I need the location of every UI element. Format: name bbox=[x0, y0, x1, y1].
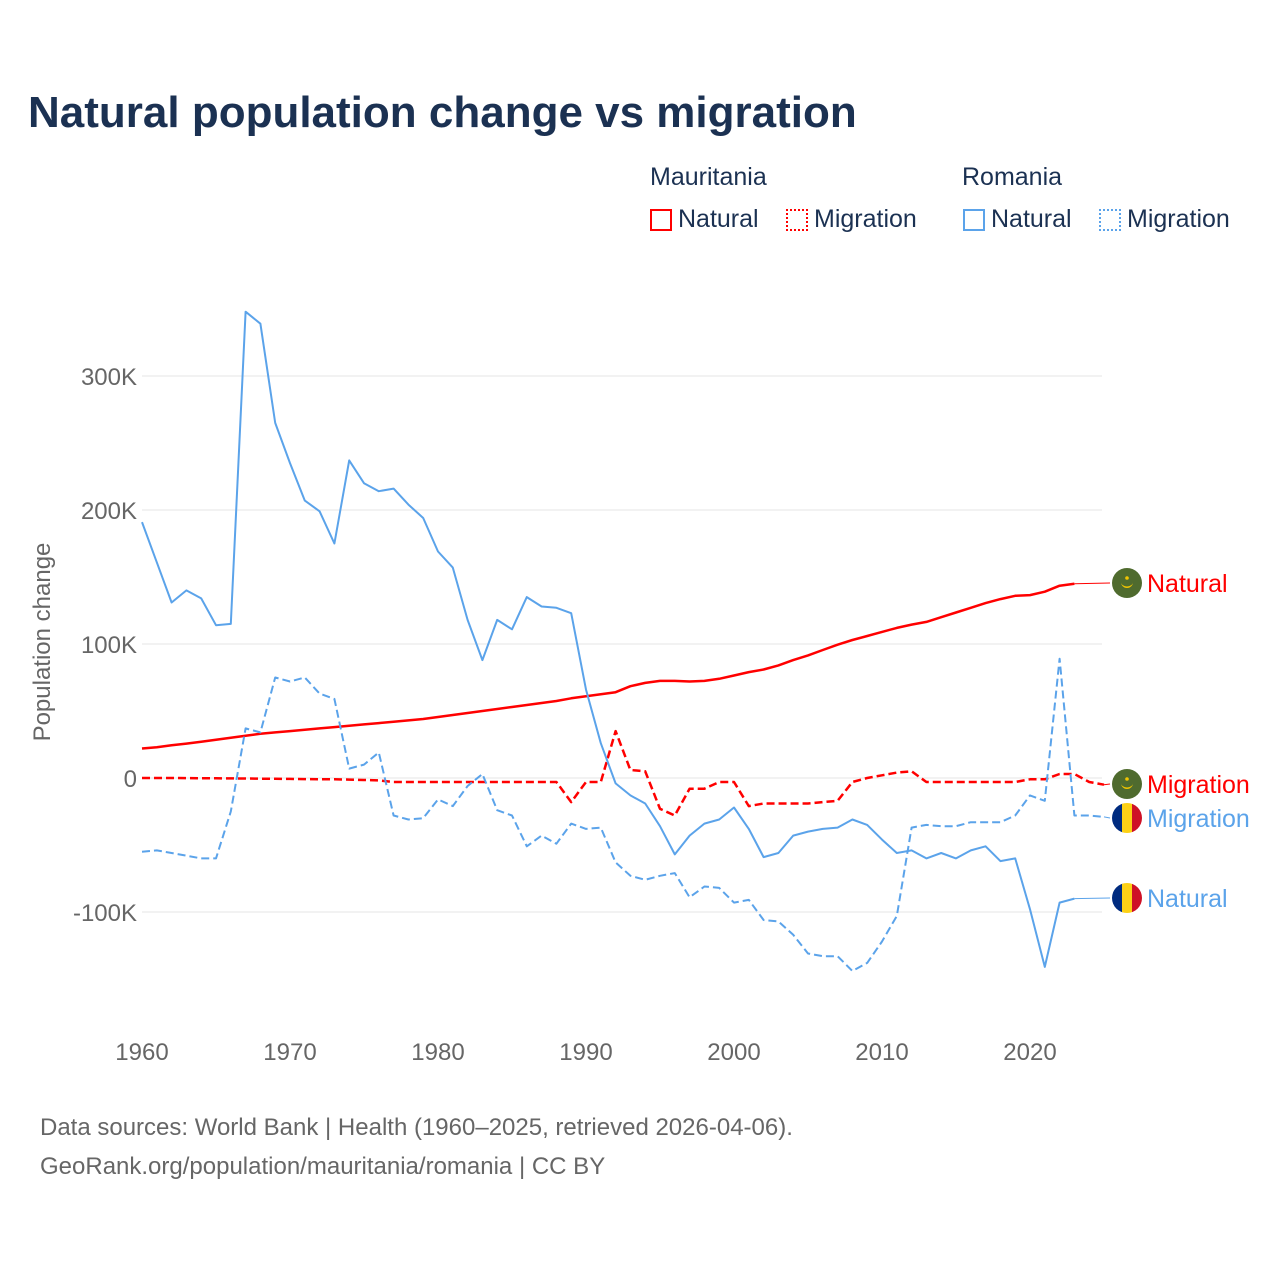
legend-mauritania-migration[interactable]: Migration bbox=[786, 205, 917, 234]
crescent-icon bbox=[1121, 582, 1133, 588]
series-line-mauritania-natural bbox=[141, 582, 1075, 750]
legend-group-romania: Romania bbox=[962, 163, 1063, 191]
end-label-connector bbox=[1103, 783, 1111, 786]
end-label: Natural bbox=[1147, 885, 1228, 913]
source-line-1: Data sources: World Bank | Health (1960–… bbox=[40, 1114, 793, 1141]
x-tick-label: 1960 bbox=[115, 1039, 168, 1066]
mauritania-flag-icon bbox=[1112, 769, 1142, 799]
legend-label: Natural bbox=[678, 205, 759, 233]
legend-romania-natural[interactable]: Natural bbox=[963, 205, 1072, 234]
x-tick-label: 1970 bbox=[263, 1039, 316, 1066]
crescent-icon bbox=[1121, 783, 1133, 789]
y-tick-label: 300K bbox=[81, 364, 137, 391]
legend-swatch-dotted-red bbox=[786, 208, 808, 231]
legend-romania-migration[interactable]: Migration bbox=[1099, 205, 1230, 234]
series-line-mauritania-migration bbox=[142, 729, 1105, 817]
legend-swatch-solid-red bbox=[650, 208, 672, 231]
romania-flag-stripe bbox=[1122, 883, 1133, 913]
x-tick-label: 2000 bbox=[707, 1039, 760, 1066]
romania-flag-stripe bbox=[1132, 803, 1142, 833]
end-label: Migration bbox=[1147, 771, 1250, 799]
star-icon bbox=[1125, 777, 1129, 781]
end-label: Natural bbox=[1147, 570, 1228, 598]
romania-flag-stripe bbox=[1132, 883, 1142, 913]
end-label-connector bbox=[1103, 816, 1111, 819]
mauritania-flag-icon bbox=[1112, 568, 1142, 598]
legend-label: Migration bbox=[814, 205, 917, 233]
x-tick-label: 2010 bbox=[855, 1039, 908, 1066]
legend-group-mauritania: Mauritania bbox=[650, 163, 767, 191]
y-tick-label: -100K bbox=[73, 900, 137, 927]
y-axis-label: Population change bbox=[29, 543, 56, 742]
chart-title: Natural population change vs migration bbox=[28, 88, 857, 137]
end-label-connector bbox=[1074, 897, 1111, 900]
romania-flag-stripe bbox=[1112, 883, 1123, 913]
end-label: Migration bbox=[1147, 805, 1250, 833]
legend-swatch-solid-blue bbox=[963, 208, 985, 231]
x-tick-label: 1980 bbox=[411, 1039, 464, 1066]
romania-flag-stripe bbox=[1112, 803, 1123, 833]
romania-flag-stripe bbox=[1122, 803, 1133, 833]
star-icon bbox=[1125, 576, 1129, 580]
source-line-2: GeoRank.org/population/mauritania/romani… bbox=[40, 1153, 606, 1180]
x-tick-label: 1990 bbox=[559, 1039, 612, 1066]
legend-mauritania-natural[interactable]: Natural bbox=[650, 205, 759, 234]
legend-swatch-dotted-blue bbox=[1099, 208, 1121, 231]
legend-label: Natural bbox=[991, 205, 1072, 233]
x-tick-label: 2020 bbox=[1003, 1039, 1056, 1066]
y-tick-label: 0 bbox=[124, 766, 137, 793]
y-tick-label: 200K bbox=[81, 498, 137, 525]
series-line-romania-natural bbox=[141, 310, 1075, 968]
series-line-romania-migration bbox=[141, 657, 1105, 972]
y-tick-label: 100K bbox=[81, 632, 137, 659]
end-label-connector bbox=[1074, 582, 1111, 585]
source-note: Data sources: World Bank | Health (1960–… bbox=[40, 1108, 793, 1186]
legend-label: Migration bbox=[1127, 205, 1230, 233]
